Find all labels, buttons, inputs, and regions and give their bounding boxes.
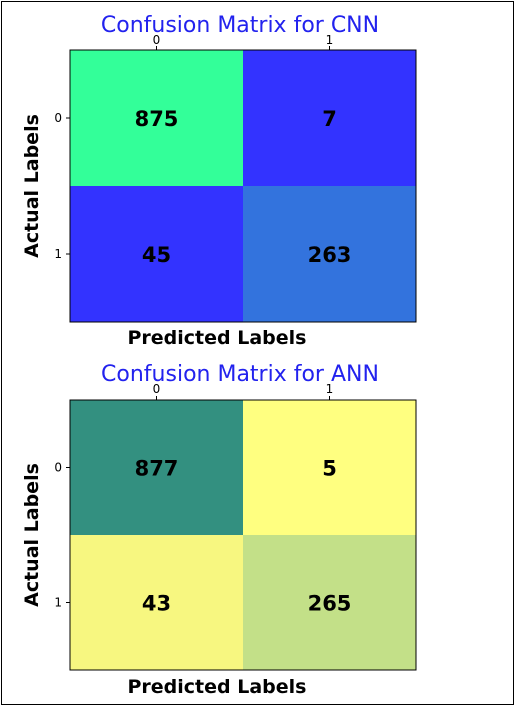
cell-value-label: 875 bbox=[135, 107, 179, 131]
y-tick-label: 0 bbox=[54, 111, 62, 125]
y-tick-label: 1 bbox=[54, 596, 62, 610]
plot-border bbox=[69, 49, 417, 323]
y-axis-label: Actual Labels bbox=[21, 114, 43, 258]
heatmap-cell bbox=[243, 50, 416, 186]
heatmap-cell bbox=[243, 535, 416, 670]
x-axis-label: Predicted Labels bbox=[128, 327, 307, 349]
plot-border bbox=[69, 399, 417, 671]
heatmap-cell bbox=[243, 186, 416, 322]
heatmap-cell bbox=[243, 400, 416, 535]
cell-value-label: 7 bbox=[322, 107, 337, 131]
heatmap-cell bbox=[70, 50, 243, 186]
cell-value-label: 877 bbox=[135, 457, 179, 481]
x-tick-label: 0 bbox=[153, 382, 161, 396]
cell-value-label: 265 bbox=[308, 592, 352, 616]
chart-title: Confusion Matrix for CNN bbox=[101, 13, 379, 38]
x-tick-label: 1 bbox=[326, 33, 334, 47]
y-tick-label: 0 bbox=[54, 461, 62, 475]
x-tick-label: 1 bbox=[326, 382, 334, 396]
heatmap-cell bbox=[70, 400, 243, 535]
x-axis-label: Predicted Labels bbox=[128, 676, 307, 698]
y-axis-label: Actual Labels bbox=[21, 463, 43, 607]
x-tick-label: 0 bbox=[153, 33, 161, 47]
cell-value-label: 45 bbox=[142, 243, 171, 267]
cell-value-label: 43 bbox=[142, 592, 171, 616]
figure-frame: 875 7 45 263 Confusion Matrix for CNN 0 1 0 1 Pre… bbox=[1, 1, 514, 705]
y-tick-label: 1 bbox=[54, 247, 62, 261]
chart-title: Confusion Matrix for ANN bbox=[101, 362, 379, 387]
heatmap-cell bbox=[70, 535, 243, 670]
cell-value-label: 263 bbox=[308, 243, 352, 267]
heatmap-cell bbox=[70, 186, 243, 322]
cell-value-label: 5 bbox=[322, 457, 337, 481]
